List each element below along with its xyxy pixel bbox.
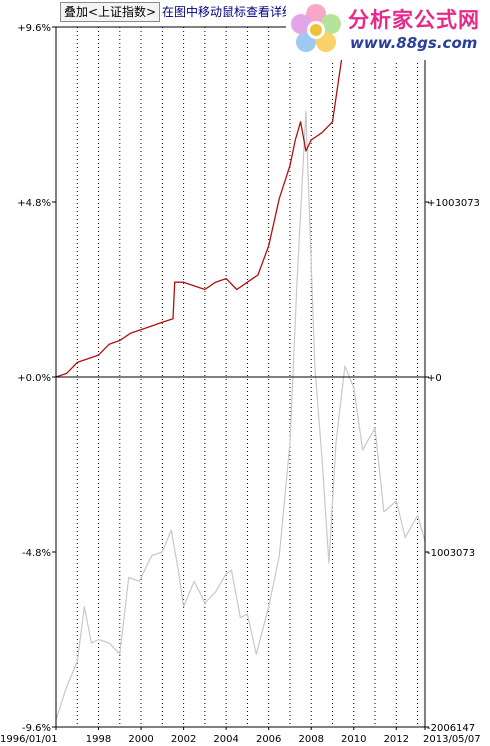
x-tick-label: 2013/05/07 [423, 734, 481, 745]
x-tick-label: 1996/01/01 [0, 734, 58, 745]
y-left-tick-label: +0.0% [17, 373, 51, 384]
x-tick-label: 2010 [341, 734, 366, 745]
hover-hint-text: 在图中移动鼠标查看详细 [162, 5, 295, 19]
watermark-logo: 分析家公式网 www.88gs.com [286, 0, 490, 60]
watermark-url: www.88gs.com [350, 34, 478, 52]
x-tick-label: 2004 [213, 734, 238, 745]
top-bar: 叠加<上证指数> 在图中移动鼠标查看详细 [0, 0, 490, 24]
x-tick-label: 2006 [256, 734, 281, 745]
x-tick-label: 2008 [298, 734, 323, 745]
y-right-tick-label: -2006147 [427, 723, 475, 734]
chart-grid [76, 27, 419, 727]
x-tick-label: 2000 [128, 734, 153, 745]
strategy-return-line [55, 48, 355, 378]
y-right-tick-label: -1003073 [427, 548, 475, 559]
x-tick-label: 2012 [384, 734, 409, 745]
y-right-tick-label: +1003073 [427, 198, 480, 209]
watermark-title: 分析家公式网 [348, 8, 480, 32]
overlay-index-line [55, 110, 426, 720]
y-left-tick-label: -4.8% [22, 548, 51, 559]
chart-labels: +9.6% +4.8% +0.0% -4.8% -9.6% +1003073 +0 -1003… [0, 23, 481, 745]
x-tick-label: 1998 [86, 734, 111, 745]
y-left-tick-label: +9.6% [17, 23, 51, 34]
chart-axes [52, 26, 429, 730]
chart-series [55, 48, 426, 720]
overlay-index-button[interactable]: 叠加<上证指数> [60, 2, 161, 22]
x-tick-label: 2002 [171, 734, 196, 745]
y-right-tick-label: +0 [427, 373, 442, 384]
y-left-tick-label: -9.6% [22, 723, 51, 734]
flower-logo-icon [291, 4, 341, 52]
y-left-tick-label: +4.8% [17, 198, 51, 209]
